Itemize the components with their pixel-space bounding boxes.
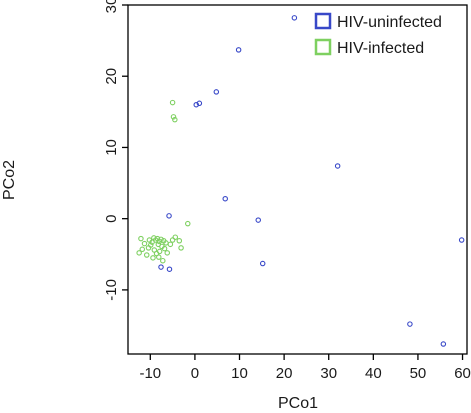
legend-swatch-hiv-uninfected — [314, 12, 332, 30]
data-point — [158, 264, 164, 270]
data-point — [170, 114, 177, 120]
x-tick-label: 10 — [231, 365, 248, 382]
data-point — [166, 266, 173, 272]
data-point — [222, 195, 228, 202]
data-point — [440, 341, 447, 347]
data-point — [169, 99, 176, 106]
data-point — [178, 245, 184, 251]
data-point — [143, 252, 150, 258]
data-point — [146, 237, 153, 243]
y-tick-label: -10 — [103, 279, 120, 301]
data-point — [213, 89, 220, 95]
data-point — [166, 213, 172, 219]
data-point — [164, 250, 171, 256]
data-point — [139, 246, 146, 253]
data-point — [458, 237, 465, 243]
x-tick-label: 20 — [276, 365, 293, 382]
data-point — [160, 257, 166, 264]
y-tick-label: 10 — [103, 139, 120, 156]
data-point — [196, 100, 203, 107]
data-point — [138, 235, 144, 242]
data-point — [193, 101, 199, 108]
x-tick-label: 60 — [454, 365, 471, 382]
data-point — [176, 238, 183, 244]
data-point — [161, 245, 168, 252]
data-points — [136, 15, 465, 347]
y-axis: -10 0 10 20 30 — [103, 0, 128, 301]
data-point — [167, 241, 174, 248]
x-tick-label: 0 — [191, 365, 199, 382]
data-point — [334, 163, 341, 169]
y-tick-label: 20 — [103, 68, 120, 85]
x-tick-label: 30 — [320, 365, 337, 382]
plot-area — [127, 4, 468, 355]
x-axis: -10 0 10 20 30 40 50 60 — [139, 354, 471, 382]
data-point — [172, 116, 178, 123]
y-axis-title: PCo2 — [1, 160, 18, 200]
y-tick-label: 0 — [103, 215, 120, 223]
x-tick-label: -10 — [139, 365, 161, 382]
legend-label-hiv-infected: HIV-infected — [337, 40, 424, 57]
x-axis-title: PCo1 — [278, 395, 318, 412]
data-point — [150, 255, 156, 261]
data-point — [185, 220, 191, 227]
legend: HIV-uninfected HIV-infected — [314, 12, 442, 57]
legend-label-hiv-uninfected: HIV-uninfected — [337, 14, 442, 31]
data-point — [151, 247, 158, 253]
data-point — [291, 15, 298, 21]
data-point — [156, 254, 162, 260]
legend-swatch-hiv-infected — [314, 38, 332, 56]
data-point — [145, 245, 152, 251]
data-point — [235, 47, 242, 53]
data-point — [169, 237, 176, 243]
data-point — [141, 240, 148, 247]
y-tick-label: 30 — [103, 0, 120, 13]
x-tick-label: 50 — [410, 365, 427, 382]
data-point — [136, 250, 142, 256]
series-hiv-uninfected — [158, 15, 465, 347]
series-hiv-infected — [136, 99, 191, 264]
data-point — [172, 234, 179, 240]
data-point — [407, 321, 413, 327]
data-point — [259, 260, 266, 267]
data-point — [255, 217, 261, 223]
x-tick-label: 40 — [365, 365, 382, 382]
